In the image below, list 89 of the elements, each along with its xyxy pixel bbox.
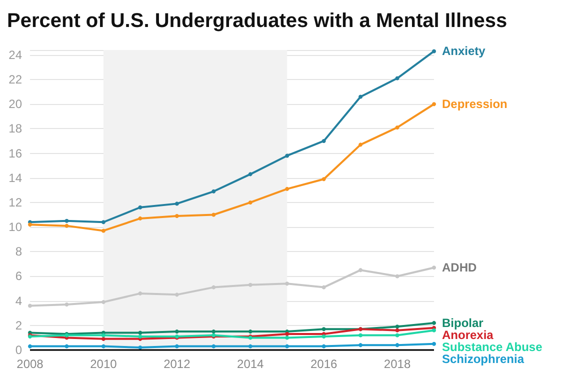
series-label: ADHD [442,260,477,275]
point [395,324,400,329]
y-tick-label: 18 [8,122,22,136]
point [322,344,326,348]
point [322,285,326,290]
point [285,332,290,336]
y-tick-label: 2 [15,318,22,332]
point [358,94,363,99]
point [432,266,436,270]
y-tick-label: 8 [15,244,22,259]
point [322,138,326,143]
point [64,302,69,307]
point [432,320,436,325]
point [28,222,32,227]
series-label: Schizophrenia [442,352,524,366]
point [212,285,216,290]
point [322,327,326,332]
point [101,228,106,233]
point [174,214,179,218]
point [395,343,400,348]
x-tick-label: 2012 [164,357,191,371]
point [138,346,142,350]
x-tick-label: 2016 [310,357,338,371]
point [174,344,179,348]
point [285,336,290,340]
point [395,125,400,130]
point [432,342,436,346]
point [138,334,142,338]
point [248,330,252,334]
y-tick-label: 12 [8,195,22,210]
point [285,154,290,158]
y-tick-label: 14 [8,170,22,185]
point [248,200,252,204]
point [322,177,326,182]
point [138,291,142,296]
point [212,344,216,348]
series-label: Substance Abuse [442,340,543,354]
point [174,202,179,206]
point [395,333,400,338]
point [101,300,106,304]
y-tick-label: 24 [8,48,22,62]
point [248,282,252,287]
point [248,172,252,176]
point [212,212,216,217]
point [358,268,363,272]
point [174,330,179,334]
point [101,336,106,341]
y-tick-label: 22 [8,72,22,87]
y-tick-label: 4 [15,294,22,308]
point [101,344,106,348]
y-tick-label: 10 [8,220,22,234]
point [138,216,142,220]
point [212,330,216,334]
point [395,274,400,278]
point [101,333,106,338]
point [28,304,32,308]
point [248,344,252,348]
series-label: Anxiety [442,44,486,58]
point [28,344,32,348]
point [64,218,69,223]
y-tick-label: 16 [8,146,22,160]
point [174,292,179,297]
point [395,76,400,80]
point [138,205,142,210]
point [138,330,142,335]
point [395,328,400,332]
point [212,189,216,194]
x-tick-label: 2008 [16,357,44,371]
point [358,343,363,348]
point [64,224,69,228]
chart-title: Percent of U.S. Undergraduates with a Mental Illness [7,10,508,32]
x-tick-label: 2014 [237,357,264,371]
point [285,186,290,191]
point [101,220,106,224]
series-label: Bipolar [442,316,484,330]
x-tick-label: 2018 [384,357,411,371]
point [285,344,290,348]
series-label: Depression [442,97,508,112]
y-tick-label: 20 [8,97,22,112]
x-tick-label: 2010 [90,357,118,371]
point [432,328,436,332]
point [358,333,363,338]
point [358,142,363,147]
y-tick-label: 6 [15,269,22,284]
point [432,102,436,106]
y-tick-label: 0 [15,343,22,357]
point [432,49,436,54]
point [285,282,290,286]
point [64,344,69,348]
